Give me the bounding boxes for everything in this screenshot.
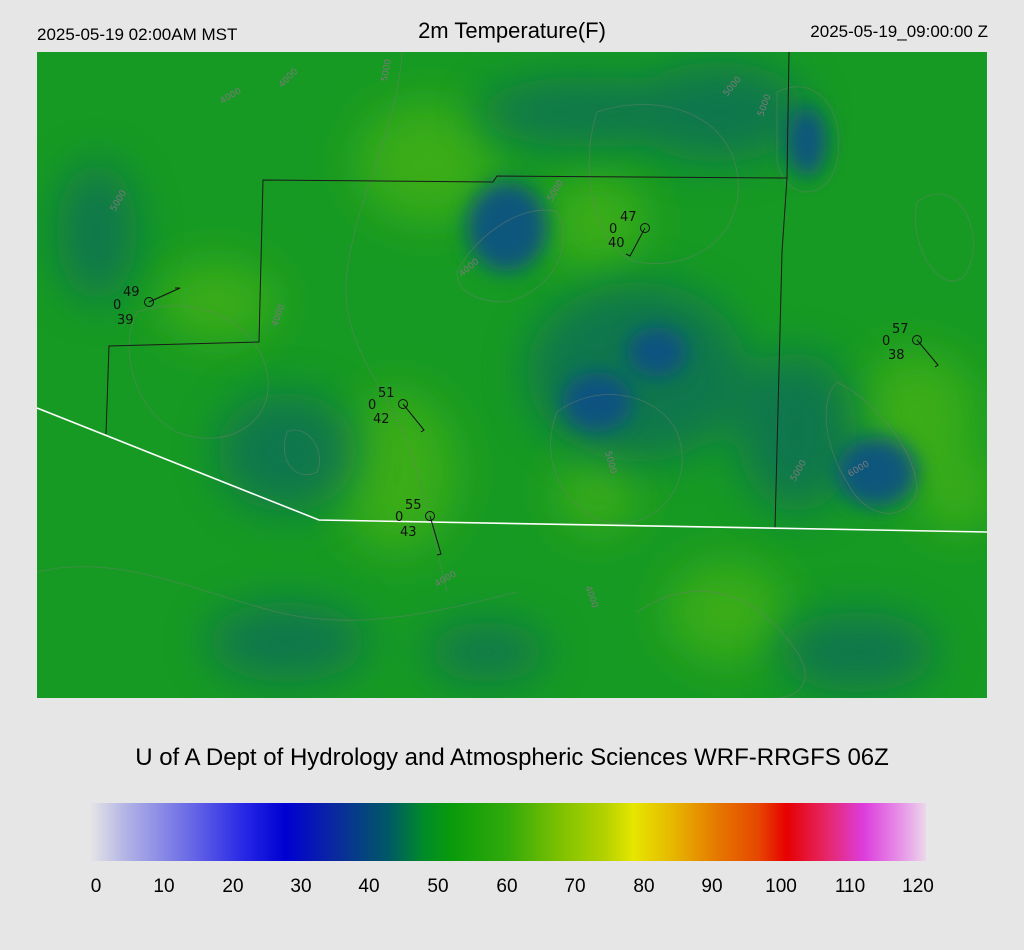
colorbar-tick-label: 90 <box>701 876 723 897</box>
county-boundaries <box>105 52 790 529</box>
colorbar-tick-label: 10 <box>153 876 175 897</box>
cold-patches <box>467 107 917 507</box>
station-calm: 0 <box>882 334 890 349</box>
colorbar-tick-label: 40 <box>358 876 380 897</box>
station-temperature: 51 <box>378 386 395 401</box>
colorbar-tick-label: 60 <box>496 876 518 897</box>
station-dewpoint: 42 <box>373 412 390 427</box>
temperature-colorbar <box>90 803 926 861</box>
station-calm: 0 <box>368 398 376 413</box>
station-circle <box>144 297 154 307</box>
valid-time-label: 2025-05-19_09:00:00 Z <box>810 22 988 41</box>
map-title: 2m Temperature(F) <box>418 18 606 43</box>
colorbar-tick-label: 0 <box>90 876 102 897</box>
colorbar-tick-label: 80 <box>633 876 655 897</box>
station-temperature: 49 <box>123 285 140 300</box>
station-temperature: 57 <box>892 322 909 337</box>
colorbar-tick-label: 120 <box>902 876 934 897</box>
station-dewpoint: 40 <box>608 236 625 251</box>
wind-barb <box>148 287 181 303</box>
station-temperature: 47 <box>620 210 637 225</box>
local-time-label: 2025-05-19 02:00AM MST <box>37 25 238 44</box>
station-circle <box>425 511 435 521</box>
temperature-field <box>37 52 987 698</box>
credit-line: U of A Dept of Hydrology and Atmospheric… <box>135 744 889 771</box>
colorbar-tick-label: 110 <box>834 876 866 897</box>
station-circle <box>398 399 408 409</box>
warm-patches <box>157 102 987 662</box>
wind-barb <box>916 339 939 368</box>
colorbar-tick-label: 100 <box>765 876 797 897</box>
county-boundary-east <box>774 52 790 529</box>
colorbar-tick-label: 20 <box>222 876 244 897</box>
station-circle <box>640 223 650 233</box>
station-circle <box>912 335 922 345</box>
county-boundary-west <box>105 175 788 435</box>
colorbar-tick-label: 30 <box>290 876 312 897</box>
terrain-contours <box>37 52 974 698</box>
colorbar-tick-label: 70 <box>564 876 586 897</box>
station-calm: 0 <box>609 222 617 237</box>
wind-barb <box>402 403 425 433</box>
station-dewpoint: 38 <box>888 348 905 363</box>
station-dewpoint: 43 <box>400 525 417 540</box>
wind-barb <box>429 515 442 556</box>
station-temperature: 55 <box>405 498 422 513</box>
state-border-line <box>37 407 987 533</box>
wind-barb <box>625 227 646 257</box>
contour-label: 5000 <box>380 58 394 83</box>
colorbar-tick-label: 50 <box>427 876 449 897</box>
station-calm: 0 <box>113 298 121 313</box>
station-dewpoint: 39 <box>117 313 134 328</box>
station-calm: 0 <box>395 510 403 525</box>
temperature-map: 5000400050004000500040005000500060004000… <box>37 52 987 698</box>
